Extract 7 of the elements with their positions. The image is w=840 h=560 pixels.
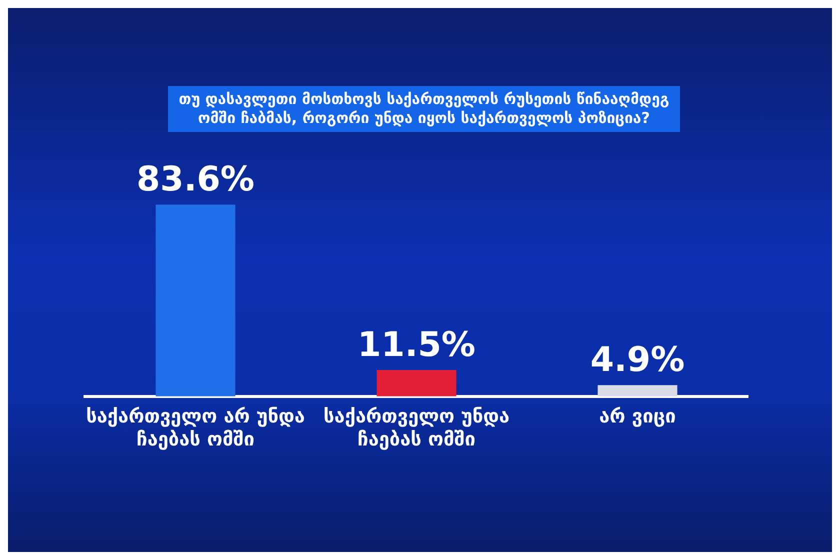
x-tick-label: საქართველო უნდა ჩაებას ომში bbox=[323, 406, 510, 451]
x-tick-label: საქართველო არ უნდა ჩაებას ომში bbox=[86, 406, 305, 451]
data-label: 11.5% bbox=[358, 324, 476, 365]
chart-title: თუ დასავლეთი მოსთხოვს საქართველოს რუსეთის წინააღმდეგ ომში ჩაბმას, როგორი უნდა იყოს საქართველოს პოზიცია? bbox=[168, 86, 680, 132]
x-tick-label: არ ვიცი bbox=[599, 406, 676, 428]
data-label: 4.9% bbox=[590, 340, 685, 380]
data-label: 83.6% bbox=[136, 160, 254, 200]
